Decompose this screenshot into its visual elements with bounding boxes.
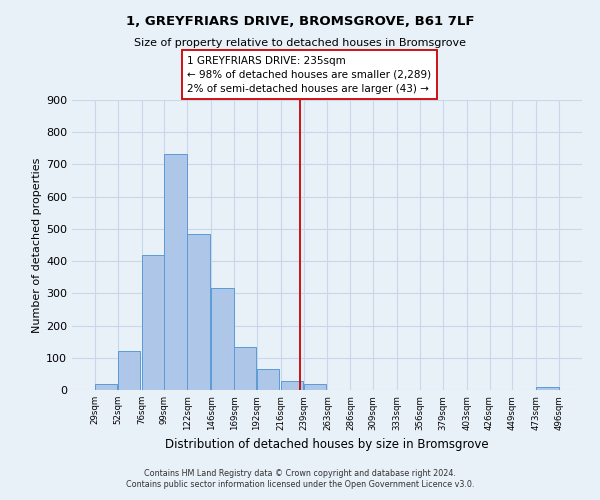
Text: Contains public sector information licensed under the Open Government Licence v3: Contains public sector information licen… <box>126 480 474 489</box>
Bar <box>95 384 117 390</box>
Bar <box>536 388 559 390</box>
Text: 1, GREYFRIARS DRIVE, BROMSGROVE, B61 7LF: 1, GREYFRIARS DRIVE, BROMSGROVE, B61 7LF <box>126 15 474 28</box>
Text: Contains HM Land Registry data © Crown copyright and database right 2024.: Contains HM Land Registry data © Crown c… <box>144 468 456 477</box>
Bar <box>304 384 326 390</box>
Bar <box>257 369 279 390</box>
Bar <box>281 381 303 390</box>
Bar <box>187 234 209 390</box>
X-axis label: Distribution of detached houses by size in Bromsgrove: Distribution of detached houses by size … <box>165 438 489 451</box>
Y-axis label: Number of detached properties: Number of detached properties <box>32 158 42 332</box>
Bar <box>142 254 164 390</box>
Bar <box>234 347 256 390</box>
Bar <box>118 350 140 390</box>
Text: 1 GREYFRIARS DRIVE: 235sqm
← 98% of detached houses are smaller (2,289)
2% of se: 1 GREYFRIARS DRIVE: 235sqm ← 98% of deta… <box>187 56 431 94</box>
Text: Size of property relative to detached houses in Bromsgrove: Size of property relative to detached ho… <box>134 38 466 48</box>
Bar <box>164 154 187 390</box>
Bar <box>211 288 233 390</box>
